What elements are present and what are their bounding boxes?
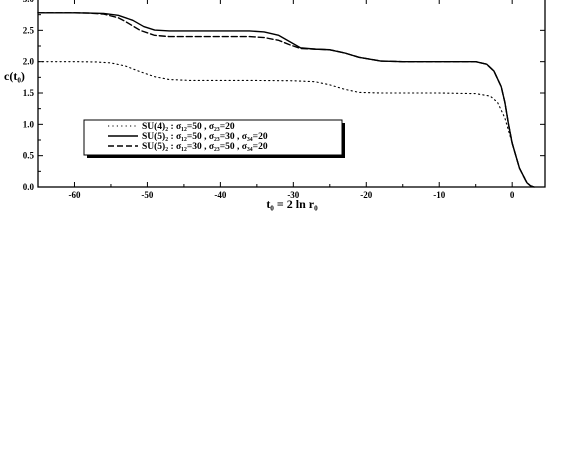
- y-tick-label: 3.0: [23, 0, 35, 4]
- series-line-3: [37, 12, 535, 188]
- y-tick-label: 0.5: [23, 151, 35, 161]
- x-tick-label: -20: [360, 190, 372, 200]
- x-tick-label: -50: [141, 190, 153, 200]
- plot-area: [37, 0, 546, 188]
- series-line-2: [37, 12, 535, 188]
- x-tick-label: 0: [510, 190, 515, 200]
- legend-entry-3: SU(5)₂ : σ₁₂=30 , σ₂₃=50 , σ₃₄=20: [142, 141, 268, 152]
- axes-layer: -60 -50 -40 -30 -20 -10 0 0.0 0.5 1.0 1.5 2.0 2.5 3.0: [23, 0, 545, 200]
- y-tick-label: 1.5: [23, 88, 35, 98]
- plot-frame: [37, 0, 546, 188]
- legend-entry-1: SU(4)₂ : σ₁₂=50 , σ₂₃=20: [142, 121, 235, 132]
- x-tick-label: -30: [287, 190, 299, 200]
- x-tick-label: -40: [214, 190, 226, 200]
- y-tick-label: 2.0: [23, 57, 35, 67]
- y-axis-label: c(t₀): [4, 69, 25, 83]
- x-tick-label: -60: [68, 190, 80, 200]
- y-tick-label: 2.5: [23, 25, 35, 35]
- x-axis-label: t₀ = 2 ln r₀: [266, 197, 318, 211]
- x-tick-label: -10: [433, 190, 445, 200]
- y-tick-label: 0.0: [23, 182, 35, 192]
- legend-entry-2: SU(5)₂ : σ₁₂=50 , σ₂₃=30 , σ₃₄=20: [142, 131, 268, 142]
- legend-box: [83, 119, 343, 156]
- series-line-1: [37, 61, 535, 188]
- y-tick-label: 1.0: [23, 119, 35, 129]
- series-layer: [37, 12, 535, 188]
